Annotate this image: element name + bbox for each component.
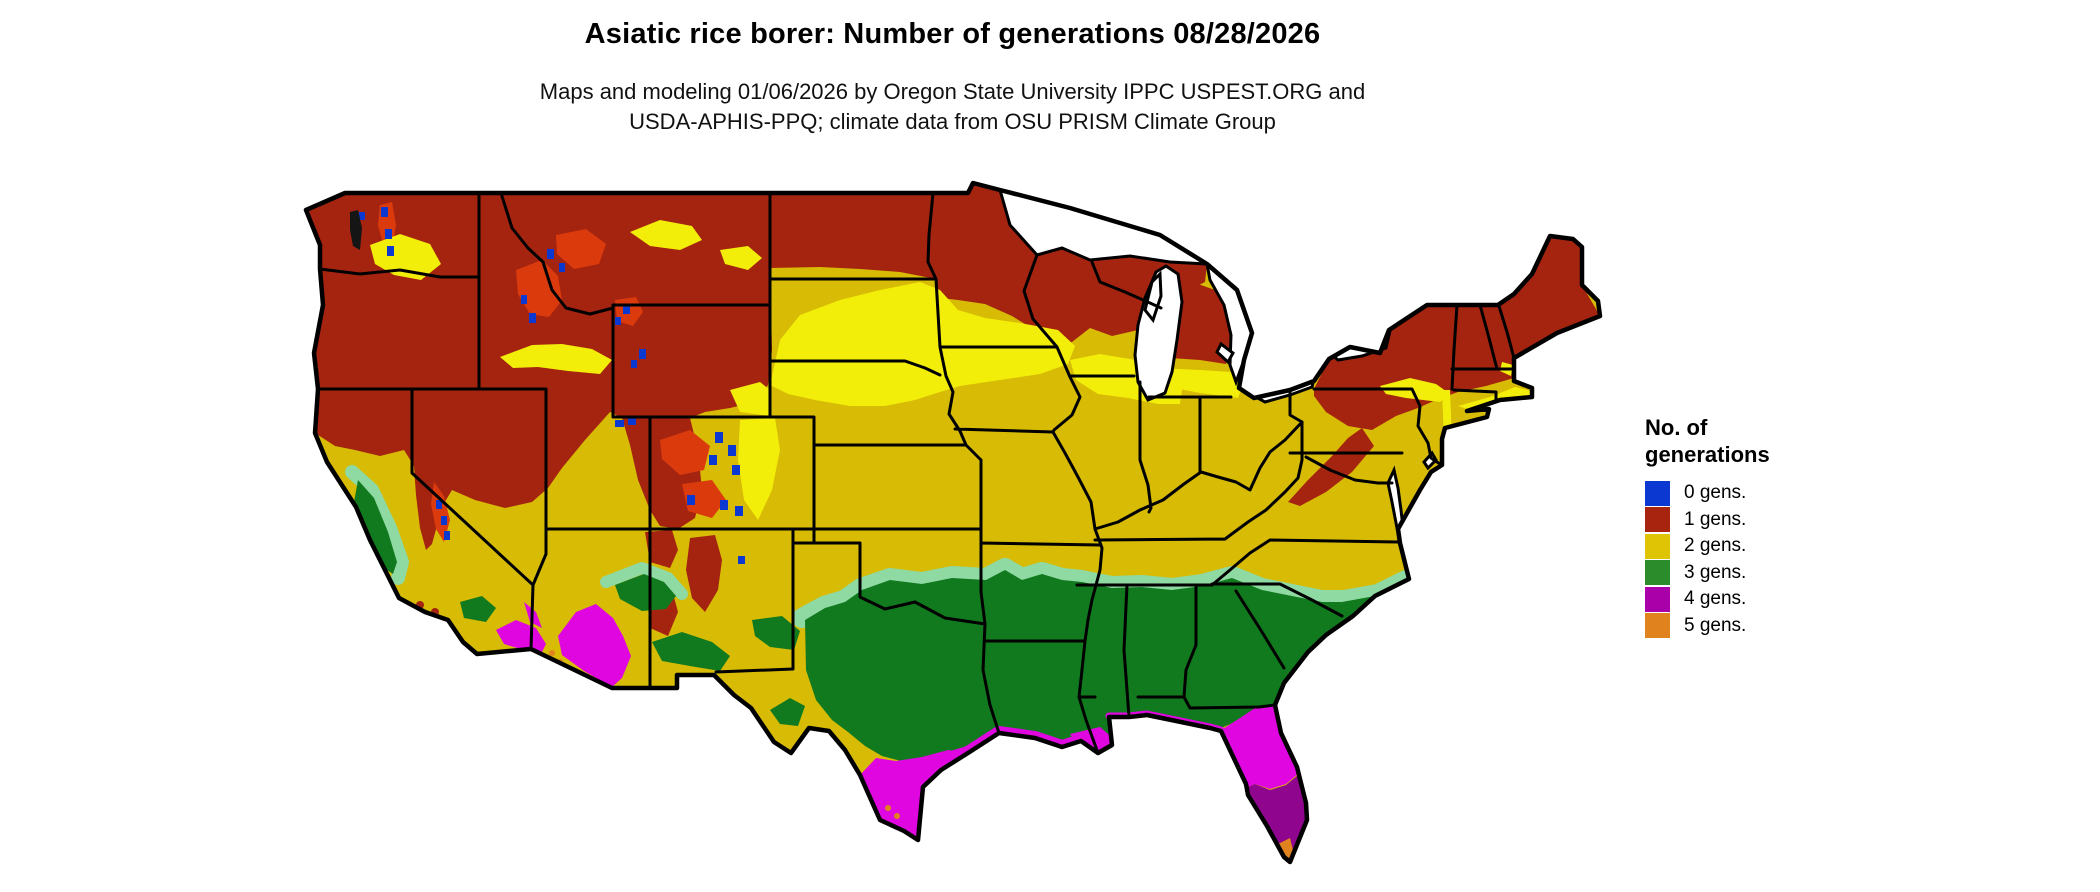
map-regions-3gens-light <box>345 465 1416 628</box>
green-bay <box>1143 270 1163 324</box>
legend-item: 1 gens. <box>1645 507 1770 534</box>
legend: No. of generations 0 gens. 1 gens. 2 gen… <box>1645 414 1770 639</box>
map-regions-3gens <box>354 480 1409 762</box>
legend-label: 4 gens. <box>1684 588 1747 610</box>
legend-label: 3 gens. <box>1684 561 1747 583</box>
map-subtitle: Maps and modeling 01/06/2026 by Oregon S… <box>0 77 1905 137</box>
map-region-4gens-purple <box>1246 762 1307 862</box>
us-generations-map <box>300 150 1620 892</box>
state-borders <box>316 191 1516 755</box>
legend-item: 0 gens. <box>1645 480 1770 507</box>
legend-label: 1 gens. <box>1684 508 1747 530</box>
legend-swatch-5gens <box>1645 613 1670 639</box>
legend-swatch-0gens <box>1645 480 1670 506</box>
legend-items: 0 gens. 1 gens. 2 gens. 3 gens. 4 gens. … <box>1645 480 1770 639</box>
legend-label: 0 gens. <box>1684 482 1747 504</box>
legend-swatch-3gens <box>1645 560 1670 586</box>
legend-label: 5 gens. <box>1684 614 1747 636</box>
legend-item: 3 gens. <box>1645 560 1770 587</box>
legend-item: 5 gens. <box>1645 613 1770 640</box>
heading: Asiatic rice borer: Number of generation… <box>0 18 1905 137</box>
subtitle-line-1: Maps and modeling 01/06/2026 by Oregon S… <box>539 79 1366 104</box>
legend-label: 2 gens. <box>1684 535 1747 557</box>
subtitle-line-2: USDA-APHIS-PPQ; climate data from OSU PR… <box>629 109 1276 134</box>
puget-sound <box>350 210 362 250</box>
legend-item: 4 gens. <box>1645 586 1770 613</box>
map-regions-1gen-bright <box>378 202 726 542</box>
legend-swatch-4gens <box>1645 586 1670 612</box>
legend-title: No. of generations <box>1645 415 1770 467</box>
legend-swatch-2gens <box>1645 533 1670 559</box>
us-map-svg <box>300 150 1620 892</box>
legend-swatch-1gens <box>1645 507 1670 533</box>
saginaw-bay <box>1215 341 1235 365</box>
legend-item: 2 gens. <box>1645 533 1770 560</box>
map-regions-0gens <box>359 207 745 564</box>
map-title: Asiatic rice borer: Number of generation… <box>584 18 1321 50</box>
